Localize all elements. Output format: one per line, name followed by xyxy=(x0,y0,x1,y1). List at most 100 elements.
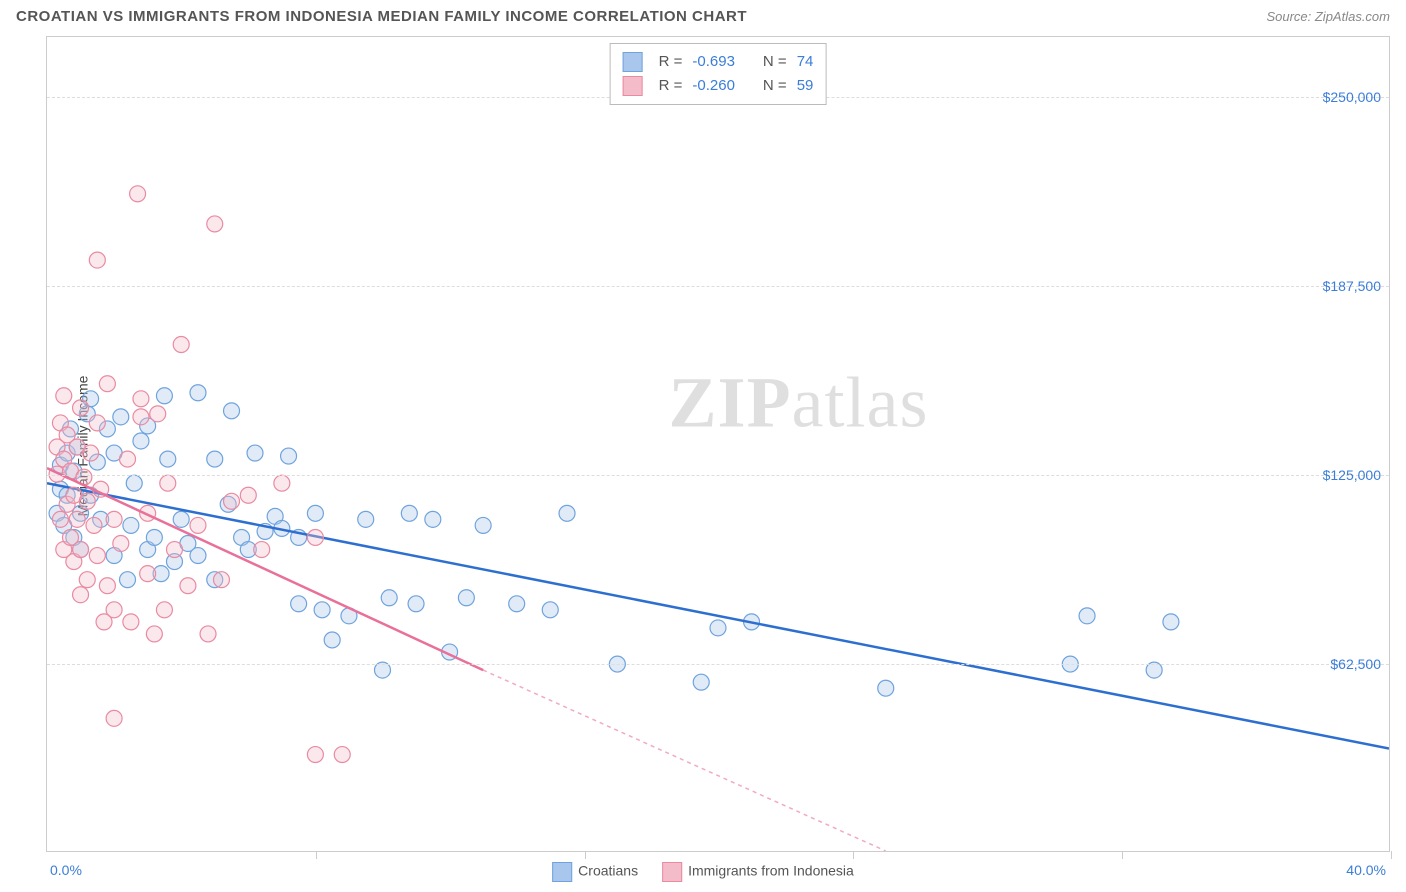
data-point-indonesia xyxy=(89,252,105,268)
legend-swatch-croatians xyxy=(552,862,572,882)
data-point-croatians xyxy=(146,529,162,545)
data-point-indonesia xyxy=(307,747,323,763)
gridline xyxy=(47,286,1389,287)
data-point-indonesia xyxy=(207,216,223,232)
data-point-croatians xyxy=(324,632,340,648)
source-label: Source: ZipAtlas.com xyxy=(1266,9,1390,24)
data-point-indonesia xyxy=(79,572,95,588)
data-point-croatians xyxy=(207,451,223,467)
data-point-indonesia xyxy=(173,337,189,353)
data-point-croatians xyxy=(247,445,263,461)
swatch-indonesia xyxy=(623,76,643,96)
x-tick xyxy=(1391,851,1392,859)
source-name: ZipAtlas.com xyxy=(1315,9,1390,24)
plot-svg xyxy=(47,37,1389,851)
data-point-croatians xyxy=(160,451,176,467)
y-tick-label: $250,000 xyxy=(1323,89,1381,105)
data-point-indonesia xyxy=(73,587,89,603)
data-point-indonesia xyxy=(106,710,122,726)
data-point-indonesia xyxy=(86,517,102,533)
data-point-indonesia xyxy=(130,186,146,202)
y-tick-label: $187,500 xyxy=(1323,278,1381,294)
x-tick xyxy=(1122,851,1123,859)
y-tick-label: $125,000 xyxy=(1323,467,1381,483)
data-point-indonesia xyxy=(240,487,256,503)
data-point-indonesia xyxy=(106,511,122,527)
data-point-indonesia xyxy=(113,536,129,552)
data-point-croatians xyxy=(710,620,726,636)
data-point-croatians xyxy=(475,517,491,533)
r-value: -0.260 xyxy=(692,74,735,98)
data-point-croatians xyxy=(693,674,709,690)
data-point-croatians xyxy=(281,448,297,464)
x-axis-max-label: 40.0% xyxy=(1346,862,1386,878)
data-point-croatians xyxy=(123,517,139,533)
data-point-indonesia xyxy=(190,517,206,533)
data-point-croatians xyxy=(425,511,441,527)
data-point-croatians xyxy=(358,511,374,527)
data-point-indonesia xyxy=(52,511,68,527)
data-point-croatians xyxy=(542,602,558,618)
data-point-indonesia xyxy=(89,415,105,431)
regression-line-croatians xyxy=(47,483,1389,748)
data-point-indonesia xyxy=(150,406,166,422)
data-point-indonesia xyxy=(99,376,115,392)
data-point-croatians xyxy=(458,590,474,606)
regression-ext-indonesia xyxy=(483,670,886,851)
data-point-indonesia xyxy=(123,614,139,630)
plot-area: $62,500 $125,000 $187,500 $250,000 xyxy=(47,37,1389,851)
data-point-croatians xyxy=(401,505,417,521)
data-point-croatians xyxy=(133,433,149,449)
data-point-indonesia xyxy=(73,400,89,416)
data-point-indonesia xyxy=(156,602,172,618)
legend-item-croatians: Croatians xyxy=(552,862,638,882)
series-legend: Croatians Immigrants from Indonesia xyxy=(552,862,854,882)
data-point-croatians xyxy=(381,590,397,606)
source-prefix: Source: xyxy=(1266,9,1314,24)
data-point-indonesia xyxy=(200,626,216,642)
legend-swatch-indonesia xyxy=(662,862,682,882)
data-point-croatians xyxy=(173,511,189,527)
legend-label: Croatians xyxy=(578,863,638,879)
data-point-croatians xyxy=(120,572,136,588)
r-value: -0.693 xyxy=(692,50,735,74)
data-point-croatians xyxy=(878,680,894,696)
data-point-indonesia xyxy=(224,493,240,509)
r-label: R = xyxy=(659,74,683,98)
legend-label: Immigrants from Indonesia xyxy=(688,863,854,879)
data-point-indonesia xyxy=(160,475,176,491)
data-point-croatians xyxy=(113,409,129,425)
data-point-indonesia xyxy=(96,614,112,630)
data-point-croatians xyxy=(1079,608,1095,624)
regression-line-indonesia xyxy=(47,468,483,670)
data-point-indonesia xyxy=(56,388,72,404)
x-axis-min-label: 0.0% xyxy=(50,862,82,878)
x-tick xyxy=(585,851,586,859)
data-point-croatians xyxy=(1163,614,1179,630)
n-value: 59 xyxy=(797,74,814,98)
gridline xyxy=(47,475,1389,476)
data-point-indonesia xyxy=(83,445,99,461)
legend-item-indonesia: Immigrants from Indonesia xyxy=(662,862,854,882)
chart-area: $62,500$125,000$187,500$250,000 ZIPatlas… xyxy=(46,36,1390,852)
data-point-indonesia xyxy=(133,409,149,425)
data-point-indonesia xyxy=(89,548,105,564)
stats-row-croatians: R =-0.693N =74 xyxy=(623,50,814,74)
data-point-indonesia xyxy=(73,542,89,558)
data-point-indonesia xyxy=(307,529,323,545)
x-tick xyxy=(853,851,854,859)
data-point-croatians xyxy=(224,403,240,419)
y-tick-label: $62,500 xyxy=(1330,656,1381,672)
data-point-croatians xyxy=(559,505,575,521)
data-point-croatians xyxy=(156,388,172,404)
data-point-croatians xyxy=(190,385,206,401)
data-point-croatians xyxy=(307,505,323,521)
data-point-indonesia xyxy=(180,578,196,594)
data-point-indonesia xyxy=(69,511,85,527)
r-label: R = xyxy=(659,50,683,74)
data-point-croatians xyxy=(190,548,206,564)
chart-title: CROATIAN VS IMMIGRANTS FROM INDONESIA ME… xyxy=(16,8,747,25)
data-point-indonesia xyxy=(167,542,183,558)
data-point-croatians xyxy=(314,602,330,618)
data-point-indonesia xyxy=(146,626,162,642)
